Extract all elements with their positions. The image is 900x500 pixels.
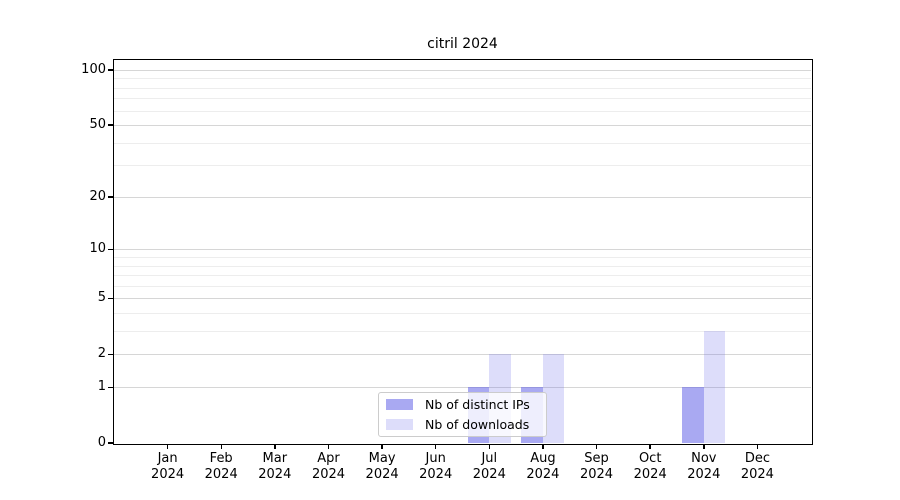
x-tick-label: Apr 2024 (311, 451, 346, 482)
x-tick-label: Feb 2024 (204, 451, 238, 482)
minor-gridline (114, 165, 811, 167)
x-tick-mark (274, 444, 276, 449)
x-tick-mark (595, 444, 598, 449)
x-tick-mark (327, 444, 330, 449)
y-tick-mark (108, 248, 113, 250)
x-tick-label: Dec 2024 (740, 451, 774, 482)
legend-swatch (386, 399, 413, 410)
major-gridline (114, 298, 811, 300)
minor-gridline (114, 265, 811, 267)
y-tick-label: 10 (89, 241, 106, 257)
x-tick-mark (434, 444, 437, 449)
y-tick-mark (108, 196, 113, 198)
plot-area (112, 58, 813, 445)
y-tick-label: 2 (97, 346, 106, 362)
x-tick-label: Jan 2024 (151, 451, 185, 482)
bar (542, 354, 565, 443)
y-tick-mark (108, 297, 113, 300)
minor-gridline (114, 142, 811, 144)
minor-gridline (114, 313, 811, 315)
x-tick-mark (220, 444, 222, 449)
x-tick-mark (703, 444, 705, 449)
minor-gridline (114, 87, 811, 89)
x-tick-mark (756, 444, 759, 449)
chart-title: citril 2024 (427, 36, 498, 52)
bar (703, 331, 726, 443)
y-tick-label: 50 (89, 117, 106, 133)
major-gridline (114, 354, 811, 356)
x-tick-label: Jul 2024 (472, 451, 506, 482)
y-tick-mark (108, 69, 113, 71)
legend-item: Nb of downloads (386, 417, 546, 432)
y-tick-mark (108, 353, 113, 356)
x-tick-label: Jun 2024 (419, 451, 453, 482)
x-tick-label: Mar 2024 (258, 451, 292, 482)
x-tick-mark (166, 444, 169, 449)
legend-label: Nb of downloads (425, 417, 530, 432)
y-tick-mark (108, 124, 113, 126)
x-tick-mark (649, 444, 651, 449)
x-tick-mark (542, 444, 544, 449)
minor-gridline (114, 257, 811, 258)
y-tick-label: 1 (97, 379, 106, 395)
major-gridline (114, 387, 811, 389)
x-tick-label: Sep 2024 (579, 451, 614, 482)
x-tick-label: Oct 2024 (633, 451, 667, 482)
major-gridline (114, 249, 811, 251)
y-tick-mark (108, 386, 113, 388)
x-tick-mark (488, 444, 491, 449)
legend-swatch (386, 419, 413, 430)
x-tick-mark (381, 444, 383, 449)
bar (682, 387, 704, 443)
legend-label: Nb of distinct IPs (425, 397, 530, 412)
major-gridline (114, 196, 811, 198)
major-gridline (114, 69, 811, 71)
minor-gridline (114, 331, 811, 333)
major-gridline (114, 125, 811, 127)
y-tick-label: 5 (97, 290, 106, 306)
x-tick-label: May 2024 (365, 451, 399, 482)
minor-gridline (114, 285, 811, 287)
y-tick-label: 20 (89, 188, 106, 204)
x-tick-label: Aug 2024 (526, 451, 560, 482)
y-tick-mark (108, 442, 113, 444)
legend: Nb of distinct IPs Nb of downloads (378, 392, 547, 437)
minor-gridline (114, 98, 811, 100)
legend-item: Nb of distinct IPs (386, 397, 546, 412)
minor-gridline (114, 78, 811, 80)
minor-gridline (114, 275, 811, 276)
x-tick-label: Nov 2024 (687, 451, 721, 482)
y-tick-label: 100 (81, 61, 106, 77)
y-tick-label: 0 (97, 435, 106, 450)
minor-gridline (114, 110, 811, 112)
